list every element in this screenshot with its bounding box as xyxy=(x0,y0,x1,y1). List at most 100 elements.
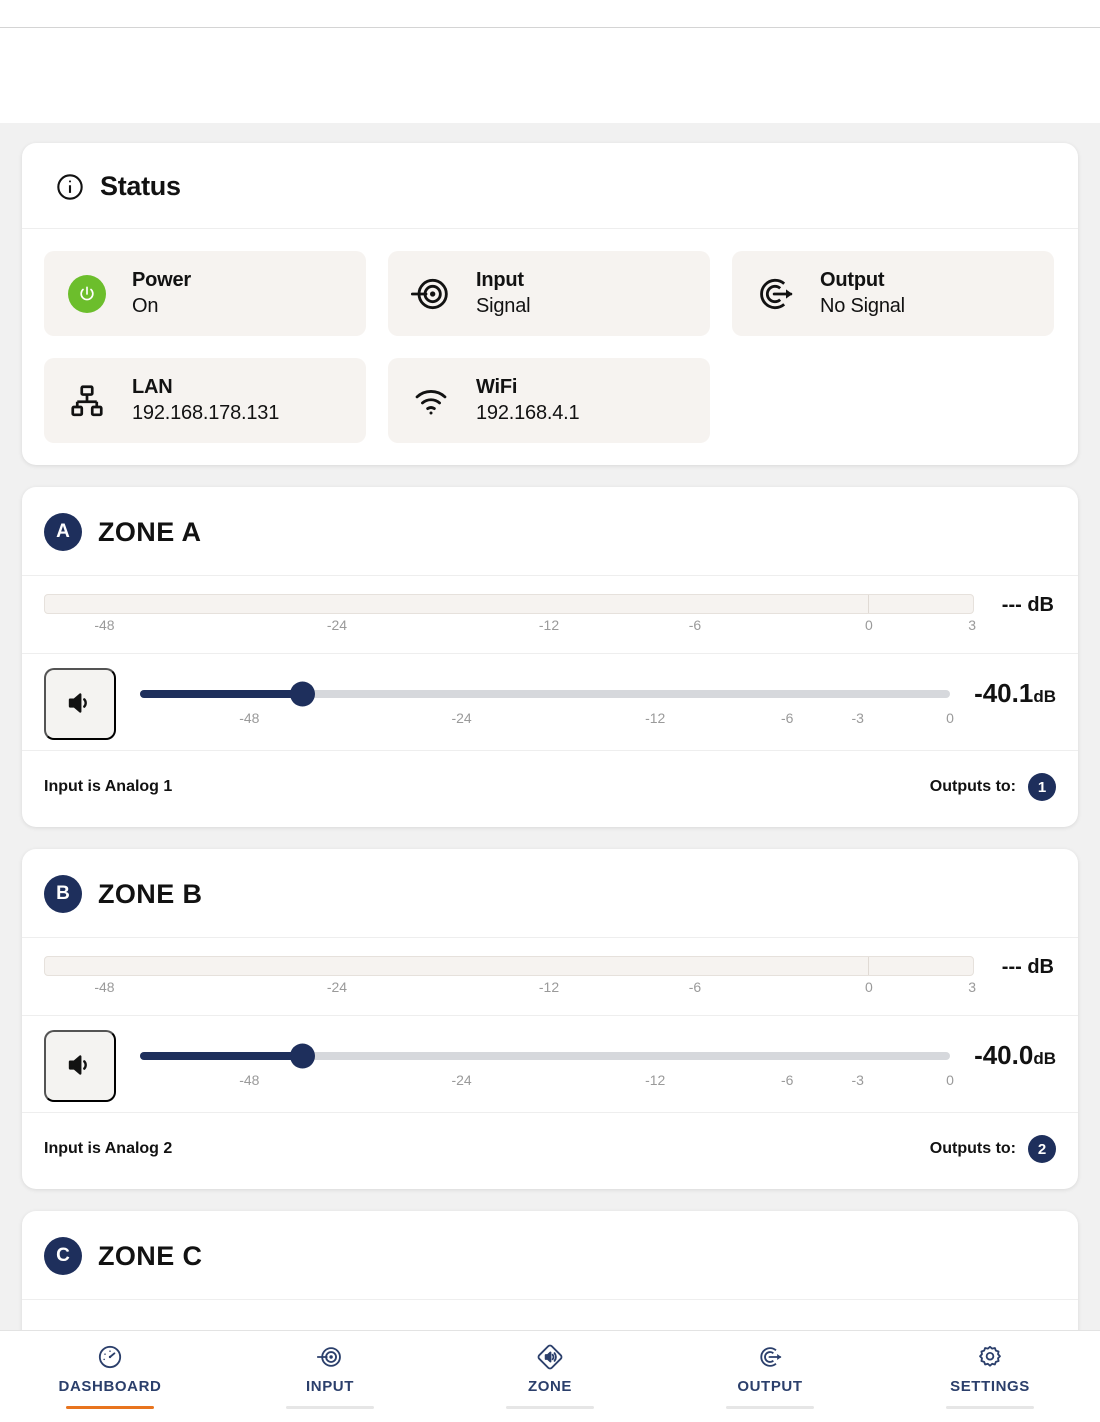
volume-tick: -48 xyxy=(239,710,260,726)
volume-slider-track[interactable] xyxy=(140,1043,951,1069)
info-circle-icon xyxy=(56,173,84,201)
mute-button[interactable] xyxy=(44,668,116,740)
tile-value: 192.168.4.1 xyxy=(476,402,580,424)
zone-input-label: Input is Analog 2 xyxy=(44,1140,173,1157)
status-tile-output: Output No Signal xyxy=(732,251,1054,336)
level-meter: -48 -24 -12 -6 0 3 xyxy=(44,594,977,643)
meter-tick: -48 xyxy=(94,979,115,995)
volume-readout: -40.1dB xyxy=(974,668,1056,709)
meter-tick: -12 xyxy=(538,979,560,995)
zone-outputs: Outputs to: 1 xyxy=(930,773,1056,801)
zone-a-header: A ZONE A xyxy=(22,487,1078,576)
meter-tick: 0 xyxy=(865,979,873,995)
tile-label: Input xyxy=(476,269,524,291)
lan-icon xyxy=(64,383,110,419)
zone-c-header: C ZONE C xyxy=(22,1211,1078,1300)
status-tiles: Power On Input Signal xyxy=(22,229,1078,465)
nav-item-input[interactable]: INPUT xyxy=(220,1343,440,1409)
volume-value: -40.0 xyxy=(974,1040,1034,1070)
nav-label: ZONE xyxy=(527,1378,573,1395)
tile-value: On xyxy=(132,295,159,317)
meter-zero-divider xyxy=(868,957,870,975)
meter-tick: -12 xyxy=(538,617,560,633)
volume-unit: dB xyxy=(1033,1049,1056,1068)
zone-card-a: A ZONE A -48 -24 -12 -6 0 3 --- dB xyxy=(22,487,1078,827)
nav-active-indicator xyxy=(286,1406,374,1409)
zone-title: ZONE C xyxy=(98,1240,203,1271)
meter-tick: 0 xyxy=(865,617,873,633)
nav-item-output[interactable]: OUTPUT xyxy=(660,1343,880,1409)
output-badge: 2 xyxy=(1028,1135,1056,1163)
status-tile-input: Input Signal xyxy=(388,251,710,336)
nav-item-settings[interactable]: SETTINGS xyxy=(880,1343,1100,1409)
volume-tick: -24 xyxy=(451,1072,472,1088)
outputs-label: Outputs to: xyxy=(929,1140,1016,1157)
meter-tick: -48 xyxy=(94,617,115,633)
nav-active-indicator xyxy=(946,1406,1034,1409)
status-tile-wifi: WiFi 192.168.4.1 xyxy=(388,358,710,443)
scroll-container[interactable]: Status Power On xyxy=(0,123,1100,1422)
meter-readout: --- dB xyxy=(1001,594,1054,616)
zone-badge: C xyxy=(44,1237,82,1275)
wifi-icon xyxy=(408,382,454,420)
zone-input-label: Input is Analog 1 xyxy=(44,778,173,795)
volume-tick: -6 xyxy=(781,710,794,726)
nav-item-dashboard[interactable]: DASHBOARD xyxy=(0,1343,220,1409)
nav-item-zone[interactable]: ZONE xyxy=(440,1343,660,1409)
volume-tick: -3 xyxy=(851,1072,864,1088)
speaker-icon xyxy=(65,688,95,721)
volume-value: -40.1 xyxy=(974,678,1034,708)
meter-tick: -24 xyxy=(326,979,348,995)
volume-tick: 0 xyxy=(946,710,954,726)
volume-slider[interactable]: -48 -24 -12 -6 -3 0 xyxy=(140,668,954,734)
meter-tick: -24 xyxy=(326,617,348,633)
meter-scale: -48 -24 -12 -6 0 3 xyxy=(44,617,977,643)
level-meter-bar xyxy=(44,956,974,976)
volume-scale: -48 -24 -12 -6 -3 0 xyxy=(140,710,954,734)
page-title: Status xyxy=(100,171,181,201)
zone-title: ZONE A xyxy=(98,516,202,547)
volume-tick: -12 xyxy=(645,710,666,726)
tile-label: Power xyxy=(132,269,192,291)
meter-tick: -6 xyxy=(688,617,702,633)
zone-b-meter-row: -48 -24 -12 -6 0 3 --- dB xyxy=(22,938,1078,1016)
status-tile-placeholder xyxy=(732,358,1054,443)
nav-label: OUTPUT xyxy=(737,1378,803,1395)
level-meter: -48 -24 -12 -6 0 3 xyxy=(44,956,977,1005)
meter-scale: -48 -24 -12 -6 0 3 xyxy=(44,979,977,1005)
meter-tick: 3 xyxy=(968,979,977,995)
zone-title: ZONE B xyxy=(98,878,203,909)
volume-slider-thumb[interactable] xyxy=(290,1043,316,1069)
mute-button[interactable] xyxy=(44,1030,116,1102)
tile-value: No Signal xyxy=(820,295,905,317)
zone-a-volume-row: -48 -24 -12 -6 -3 0 -40.1dB xyxy=(22,654,1078,751)
nav-active-indicator xyxy=(506,1406,594,1409)
output-target-icon xyxy=(757,1343,783,1371)
input-target-icon xyxy=(317,1343,343,1371)
nav-label: DASHBOARD xyxy=(58,1378,162,1395)
chrome-divider xyxy=(0,27,1100,28)
volume-readout: -40.0dB xyxy=(974,1030,1056,1071)
volume-tick: -6 xyxy=(781,1072,794,1088)
zone-badge: B xyxy=(44,875,82,913)
zone-badge: A xyxy=(44,513,82,551)
tile-label: LAN xyxy=(132,376,173,398)
volume-slider-track[interactable] xyxy=(140,681,951,707)
meter-readout: --- dB xyxy=(1001,956,1054,978)
zone-outputs: Outputs to: 2 xyxy=(930,1135,1056,1163)
speaker-icon xyxy=(65,1050,95,1083)
volume-slider-thumb[interactable] xyxy=(289,681,315,707)
zone-b-footer: Input is Analog 2 Outputs to: 2 xyxy=(22,1113,1078,1189)
zone-card-b: B ZONE B -48 -24 -12 -6 0 3 --- dB xyxy=(22,849,1078,1189)
outputs-label: Outputs to: xyxy=(929,778,1016,795)
status-tile-power: Power On xyxy=(44,251,366,336)
tile-value: 192.168.178.131 xyxy=(132,402,280,424)
volume-tick: -3 xyxy=(851,710,864,726)
meter-tick: 3 xyxy=(968,617,977,633)
volume-unit: dB xyxy=(1033,687,1056,706)
volume-tick: 0 xyxy=(946,1072,954,1088)
zone-b-header: B ZONE B xyxy=(22,849,1078,938)
volume-scale: -48 -24 -12 -6 -3 0 xyxy=(140,1072,954,1096)
volume-slider[interactable]: -48 -24 -12 -6 -3 0 xyxy=(140,1030,954,1096)
meter-zero-divider xyxy=(868,595,870,613)
